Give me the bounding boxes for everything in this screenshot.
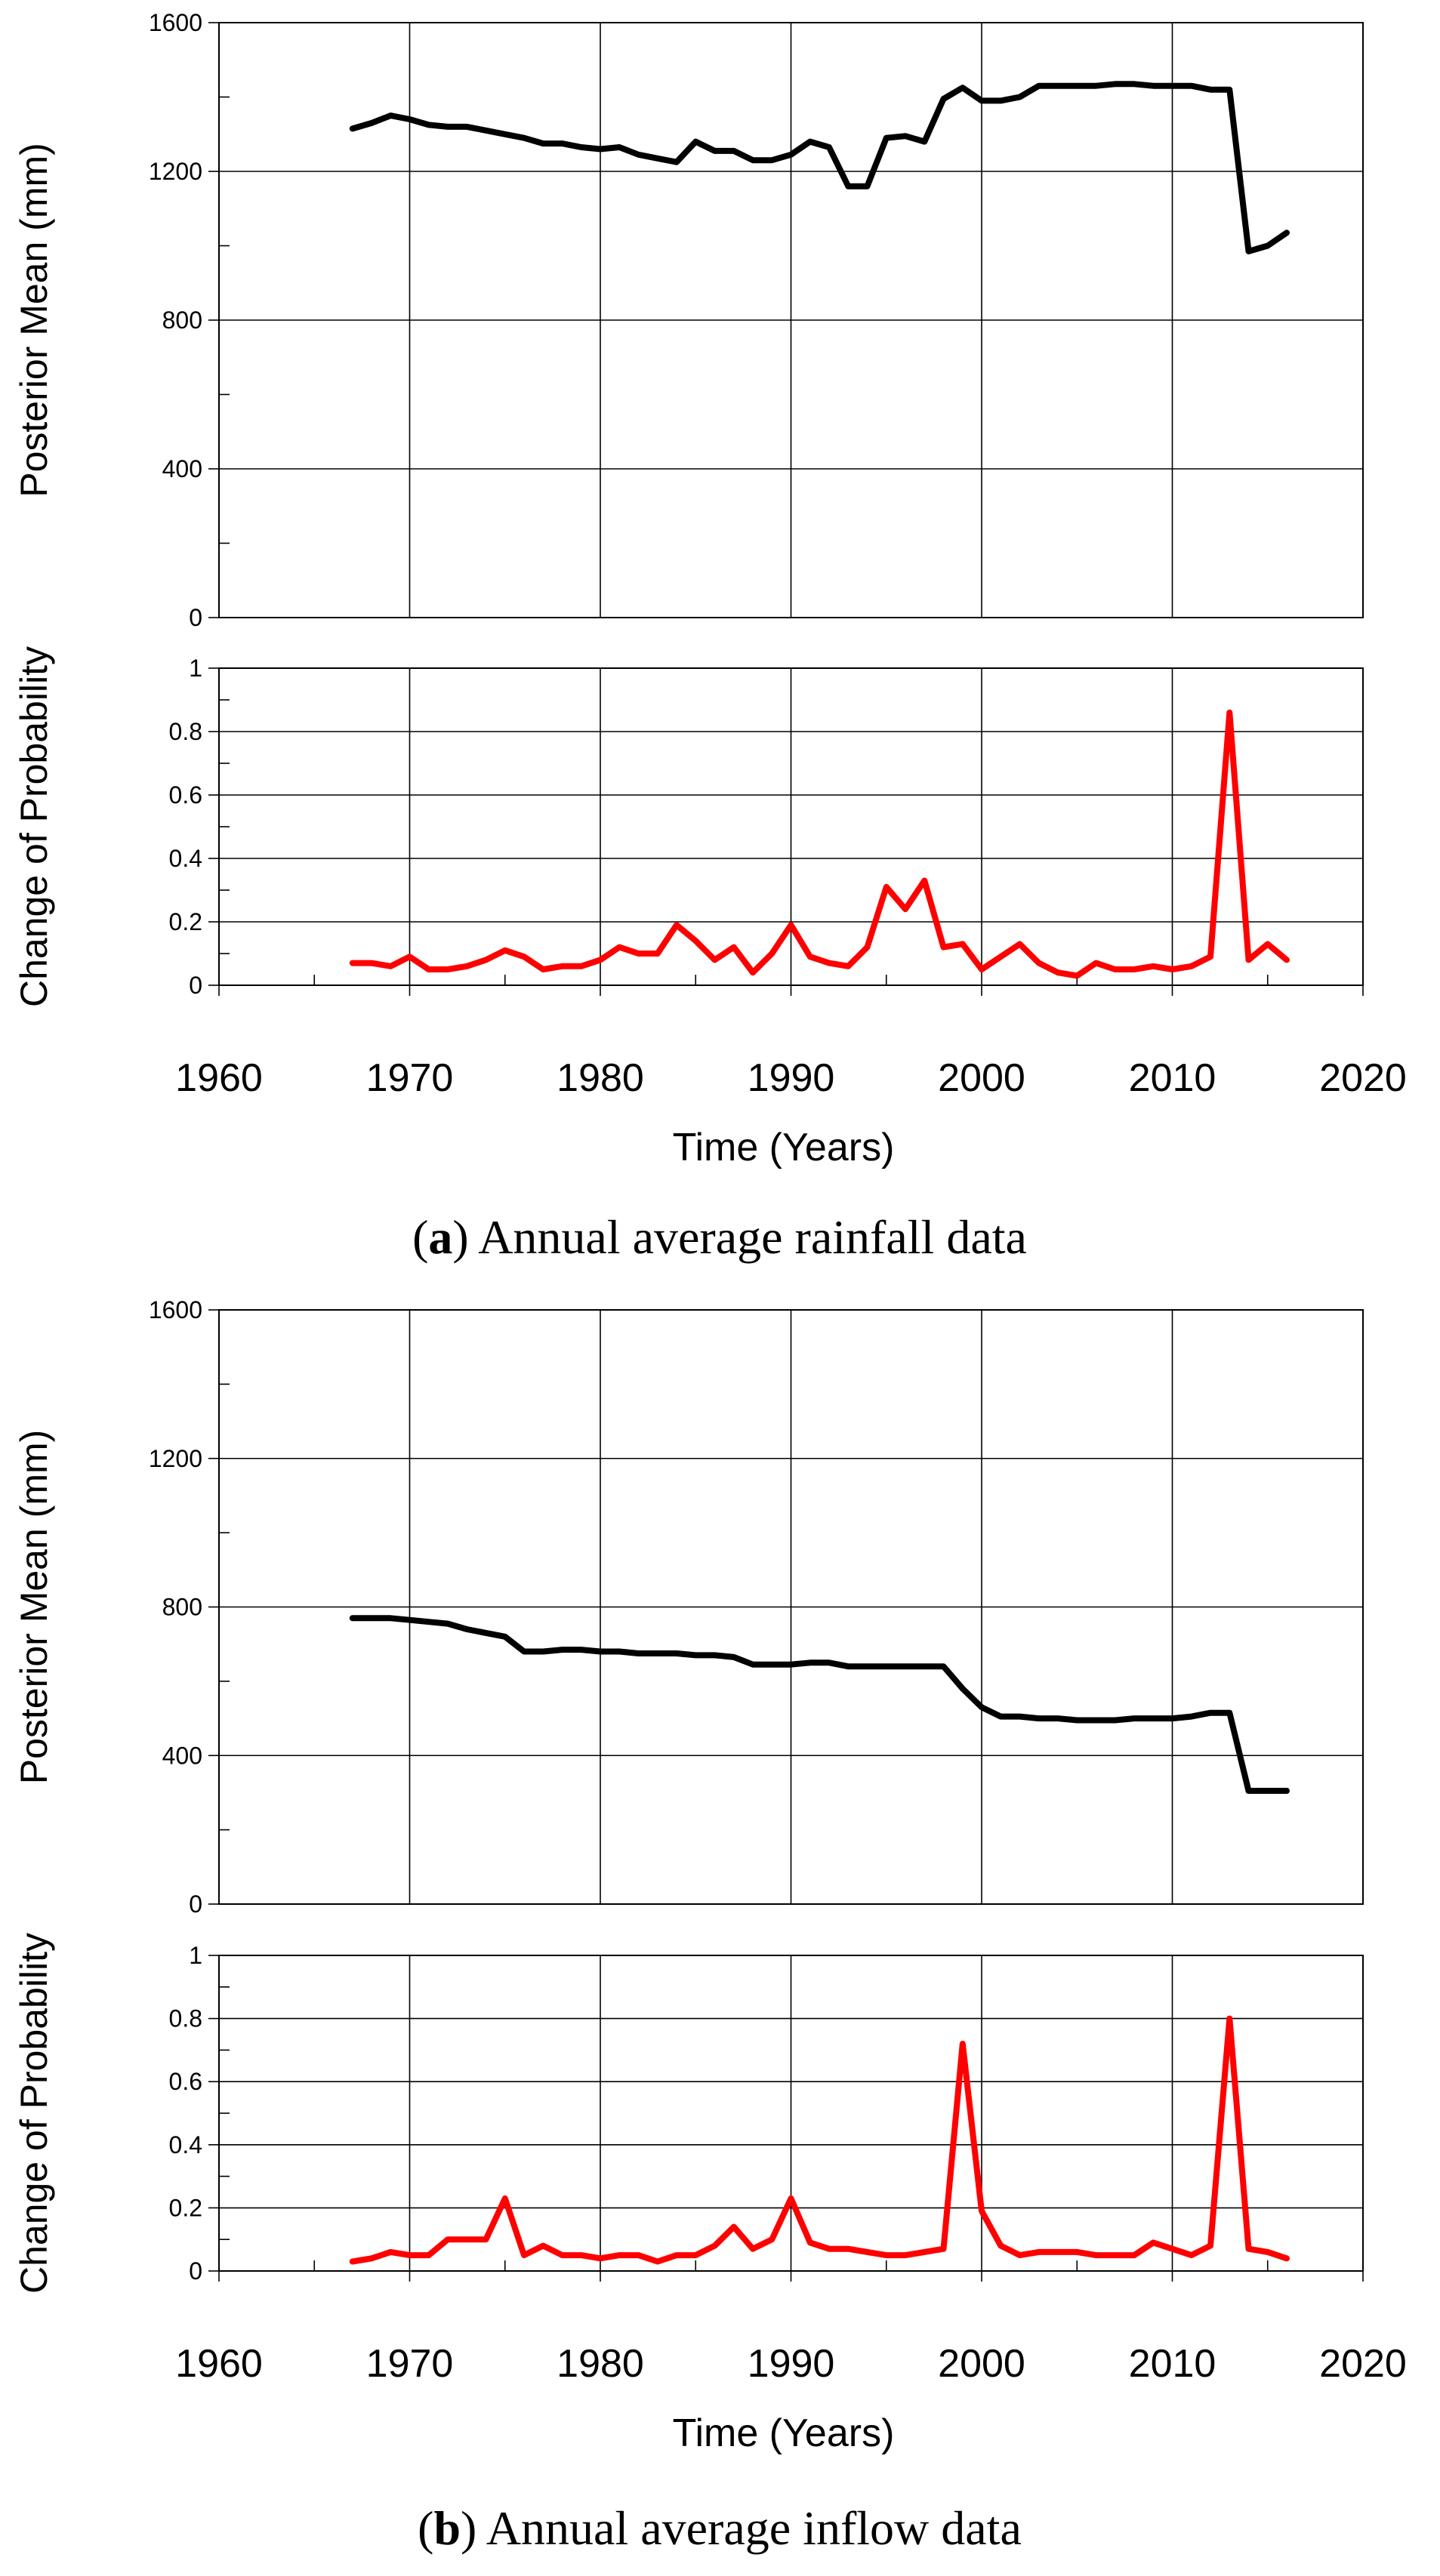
- plot-frame: [218, 1309, 1364, 1905]
- y-axis-label: Change of Probability: [13, 1933, 55, 2294]
- y-tick-label: 0.8: [169, 718, 202, 745]
- y-tick-label: 0.6: [169, 2068, 202, 2095]
- panel-caption: (a) Annual average rainfall data: [412, 1210, 1027, 1264]
- y-tick-label: 0: [189, 1890, 202, 1918]
- subplot-change-probability: 0 0.2 0.4 0.6 0.8 1 Change of Probability: [13, 1933, 1364, 2294]
- plot-frame: [218, 667, 1364, 986]
- subplot-change-probability: 0 0.2 0.4 0.6 0.8 1 Change of Probability: [13, 646, 1364, 1007]
- x-tick-label: 1960: [175, 1056, 263, 1100]
- y-tick-label: 1: [189, 1942, 202, 1969]
- x-tick-label: 2000: [938, 2342, 1025, 2386]
- y-tick-label: 0: [189, 604, 202, 631]
- y-axis-label: Posterior Mean (mm): [13, 143, 55, 498]
- series-line: [349, 709, 1290, 979]
- x-tick-label: 2010: [1129, 2342, 1216, 2386]
- y-tick-label: 800: [162, 307, 202, 334]
- y-tick-label: 1600: [149, 9, 202, 36]
- subplot-posterior-mean: 0 400 800 1200 1600 Posterior Mean (mm): [13, 1296, 1364, 1918]
- plot-frame: [218, 1955, 1364, 2272]
- caption-text: ) Annual average rainfall data: [452, 1210, 1027, 1264]
- y-tick-label: 400: [162, 1742, 202, 1769]
- y-tick-label: 0: [189, 2257, 202, 2285]
- caption-letter: b: [433, 2501, 461, 2555]
- y-tick-label: 0.4: [169, 845, 202, 872]
- subplot-posterior-mean: 0 400 800 1200 1600 Posterior Mean (mm): [13, 9, 1364, 631]
- chart-panel-b: 0 400 800 1200 1600 Posterior Mean (mm) 0 0.2 0.…: [13, 1296, 1407, 2555]
- y-tick-label: 400: [162, 455, 202, 482]
- x-tick-label: 1990: [748, 1056, 835, 1100]
- y-tick-label: 1200: [149, 158, 202, 185]
- y-tick-label: 0.6: [169, 781, 202, 809]
- y-tick-label: 0: [189, 972, 202, 999]
- plot-frame: [218, 22, 1364, 618]
- y-tick-label: 0.2: [169, 908, 202, 935]
- x-tick-label: 2000: [938, 1056, 1025, 1100]
- x-tick-label: 1960: [175, 2342, 263, 2386]
- series-line: [349, 1615, 1290, 1794]
- x-tick-label: 1980: [557, 2342, 644, 2386]
- y-tick-label: 1: [189, 655, 202, 682]
- x-tick-label: 2020: [1319, 1056, 1407, 1100]
- x-tick-label: 1980: [557, 1056, 644, 1100]
- y-tick-label: 0.4: [169, 2131, 202, 2158]
- y-axis-label: Change of Probability: [13, 646, 55, 1007]
- series-line: [349, 2015, 1290, 2265]
- x-tick-label: 1970: [366, 1056, 454, 1100]
- x-tick-label: 1970: [366, 2342, 454, 2386]
- y-tick-label: 0.2: [169, 2194, 202, 2221]
- x-tick-label: 1990: [748, 2342, 835, 2386]
- panel-caption: (b) Annual average inflow data: [418, 2501, 1022, 2555]
- x-axis-label: Time (Years): [673, 2411, 895, 2455]
- caption-open-paren: (: [418, 2501, 433, 2555]
- x-axis-label: Time (Years): [673, 1126, 895, 1169]
- y-tick-label: 800: [162, 1594, 202, 1621]
- chart-panel-a: 0 400 800 1200 1600 Posterior Mean (mm) 0 0.2 0.…: [13, 9, 1407, 1264]
- caption-letter: a: [428, 1210, 452, 1264]
- y-tick-label: 1600: [149, 1296, 202, 1323]
- y-tick-label: 0.8: [169, 2005, 202, 2032]
- caption-open-paren: (: [412, 1210, 428, 1264]
- caption-text: ) Annual average inflow data: [461, 2501, 1022, 2555]
- x-tick-label: 2020: [1319, 2342, 1407, 2386]
- x-tick-label: 2010: [1129, 1056, 1216, 1100]
- series-line: [349, 81, 1290, 254]
- y-axis-label: Posterior Mean (mm): [13, 1430, 55, 1785]
- y-tick-label: 1200: [149, 1445, 202, 1472]
